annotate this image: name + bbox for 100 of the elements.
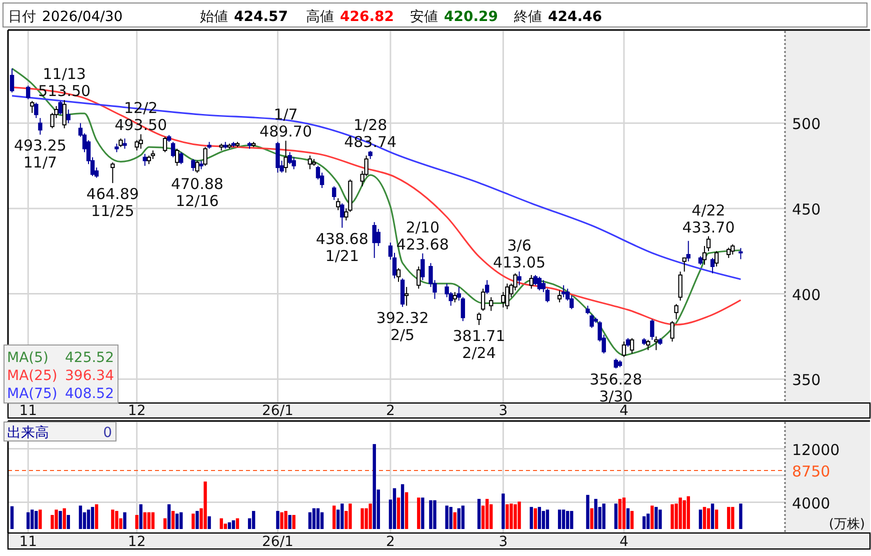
candlestick — [142, 153, 147, 166]
bar — [404, 492, 408, 529]
text: 日付 2026/04/30 — [8, 9, 123, 25]
candlestick — [396, 268, 401, 282]
y-tick-label: 400 — [792, 286, 821, 304]
candlestick — [203, 146, 208, 166]
x-tick-label: 4 — [620, 534, 629, 550]
candlestick — [484, 280, 490, 294]
bar — [618, 498, 622, 529]
text: 安値 420.29 — [410, 9, 498, 25]
candlestick — [505, 283, 510, 310]
bar — [586, 494, 590, 529]
bar — [630, 510, 634, 529]
bar — [348, 504, 352, 529]
candlestick — [517, 271, 522, 286]
bar — [650, 506, 654, 529]
bar — [506, 504, 509, 529]
candlestick — [162, 136, 168, 153]
bar — [502, 494, 505, 529]
bar — [602, 504, 606, 529]
text: MA(5) 425.52 — [7, 350, 114, 366]
bar — [180, 512, 183, 529]
candlestick — [110, 162, 115, 184]
y-tick-label: 500 — [792, 115, 821, 134]
bar — [34, 510, 38, 529]
candlestick — [404, 286, 409, 306]
bar — [332, 506, 336, 529]
ref-line-label: 8750 — [792, 462, 830, 480]
bar — [171, 510, 175, 529]
bar — [30, 510, 34, 529]
x-tick-label: 11 — [19, 403, 38, 419]
bar — [54, 510, 58, 529]
bar — [457, 508, 460, 529]
candlestick — [489, 296, 494, 312]
candlestick — [308, 155, 312, 170]
candlestick — [670, 320, 674, 342]
bar — [710, 504, 714, 529]
bar — [220, 518, 223, 529]
bar — [66, 514, 70, 529]
text: MA(75) 408.52 — [7, 386, 114, 402]
y-axis-title: (万株) — [828, 517, 865, 532]
bar — [192, 514, 195, 529]
bar — [590, 508, 594, 529]
y-tick-label: 12000 — [792, 440, 840, 459]
bar — [417, 498, 420, 529]
bar — [739, 504, 742, 529]
text: 高値 426.82 — [306, 9, 394, 25]
bar — [368, 504, 372, 529]
bar — [421, 498, 424, 529]
bar — [38, 510, 42, 529]
bar — [276, 510, 280, 529]
candlestick — [336, 198, 340, 211]
bar — [518, 502, 521, 529]
candlestick — [726, 247, 731, 258]
x-tick-label: 2 — [386, 534, 395, 550]
bar — [538, 506, 542, 529]
candlestick — [686, 240, 690, 262]
x-tick-label: 26/1 — [262, 534, 294, 550]
annotation: 381.71 2/24 — [452, 327, 506, 362]
bar — [727, 506, 730, 529]
bar — [477, 498, 481, 529]
bar — [429, 500, 432, 529]
annotation: 1/7 489.70 — [260, 106, 312, 141]
candlestick — [122, 138, 127, 150]
bar — [698, 510, 702, 529]
candlestick — [174, 148, 180, 166]
candlestick — [288, 152, 292, 165]
bar — [714, 510, 718, 529]
candlestick — [420, 252, 425, 281]
bar — [86, 510, 90, 529]
candlestick — [62, 100, 66, 129]
bar — [62, 508, 66, 529]
bar — [10, 506, 14, 529]
annotation: 438.68 1/21 — [316, 230, 368, 265]
candlestick — [630, 338, 634, 354]
x-tick-label: 26/1 — [262, 403, 294, 419]
bar — [400, 484, 404, 529]
text: 出来高 — [7, 425, 49, 441]
bar — [392, 488, 396, 529]
bar — [292, 514, 296, 529]
candlestick — [622, 341, 626, 358]
bar — [622, 498, 626, 529]
bar — [236, 518, 240, 529]
annotation: 356.28 3/30 — [590, 370, 642, 406]
candlestick — [730, 244, 735, 256]
text: 始値 424.57 — [200, 9, 288, 25]
x-tick-label: 2 — [386, 403, 395, 419]
bar — [514, 504, 517, 529]
candlestick — [590, 314, 594, 328]
candlestick — [340, 202, 344, 228]
candlestick — [58, 100, 62, 116]
bar — [433, 500, 436, 529]
annotation: 0 — [103, 425, 112, 441]
line-series — [11, 95, 742, 280]
bar — [147, 512, 151, 529]
bar — [706, 508, 710, 529]
bar — [175, 514, 179, 529]
bar — [646, 514, 650, 529]
bar — [139, 504, 142, 529]
bar — [445, 506, 448, 529]
